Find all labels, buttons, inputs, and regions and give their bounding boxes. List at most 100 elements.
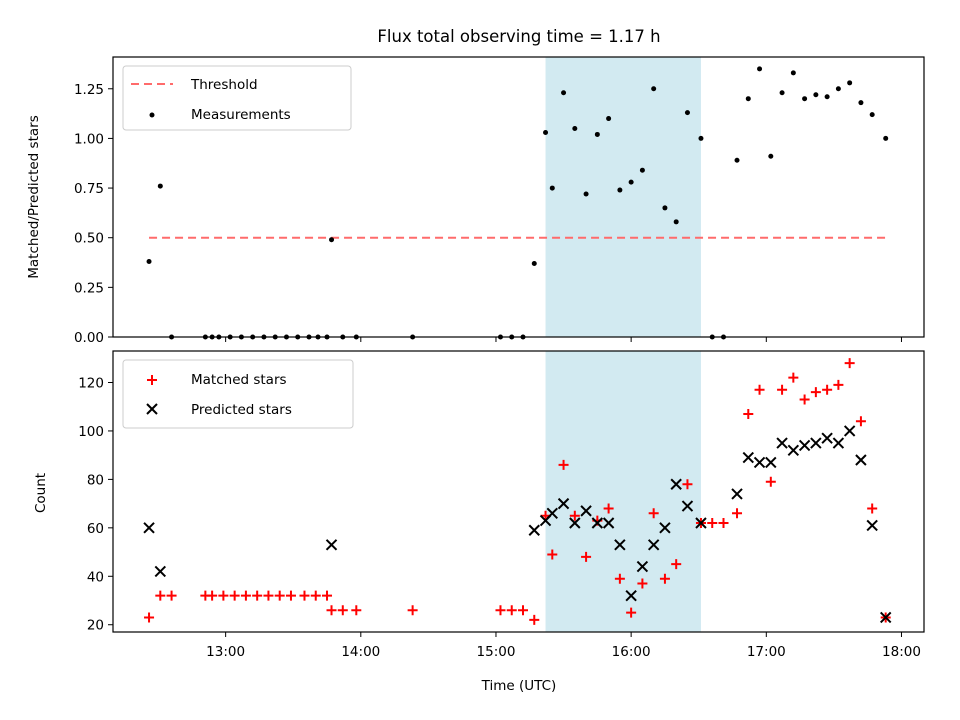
predicted-star-point [742,451,754,464]
matched-star-point [648,508,659,519]
top-x-ticks [225,337,902,342]
top-y-axis-label: Matched/Predicted stars [26,115,42,278]
matched-star-point [855,416,866,427]
legend-matched-swatch [147,375,157,385]
top-ytick-label: 0.00 [74,330,104,346]
matched-star-point [637,578,648,589]
matched-star-point [155,590,166,601]
bottom-legend: Matched stars Predicted stars [122,359,354,429]
bottom-x-axis: 13:00 14:00 15:00 16:00 17:00 18:00 [206,632,921,660]
legend-measurements-swatch [149,112,155,118]
matched-star-point [166,590,177,601]
matched-star-point [707,517,718,528]
bottom-shaded-interval [545,351,701,632]
bottom-ytick-label: 100 [78,424,104,440]
legend-predicted-label: Predicted stars [191,402,292,418]
matched-star-point [659,573,670,584]
measurement-point [673,219,679,225]
bottom-xtick-label: 17:00 [747,644,786,660]
bottom-plot-frame [112,350,925,633]
legend-matched-label: Matched stars [191,372,287,388]
measurements-series [146,66,889,340]
predicted-star-point [753,456,766,469]
predicted-star-point [787,444,800,457]
measurement-point [824,94,830,100]
predicted-star-point [731,488,743,500]
bottom-x-axis-label: Time (UTC) [481,678,557,694]
bottom-y-axis-label: Count [33,473,49,513]
matched-star-point [240,590,251,601]
predicted-star-point [647,539,660,551]
matched-star-point [207,590,218,601]
predicted-star-point [602,517,615,529]
matched-star-point [569,510,580,521]
bottom-y-axis: 20 40 60 80 100 120 [78,375,113,634]
matched-star-point [581,551,592,562]
measurement-point [847,80,853,86]
matched-star-point [285,590,296,601]
measurement-point [662,205,668,211]
measurement-point [594,131,600,137]
predicted-star-point [832,437,845,449]
matched-star-point [558,459,569,470]
legend-predicted-swatch [146,403,158,415]
predicted-star-point [580,505,592,517]
measurement-point [790,70,796,76]
matched-star-point [351,605,362,616]
measurement-point [745,96,751,102]
top-plot-frame [112,56,925,338]
bottom-ytick-label: 60 [87,521,104,537]
matched-star-point [833,379,844,390]
top-y-axis: 0.00 0.25 0.50 0.75 1.00 1.25 [74,82,113,346]
measurement-point [628,179,634,185]
matched-star-point [732,508,743,519]
predicted-star-point [325,539,338,551]
predicted-stars-series [143,425,892,624]
predicted-star-point [843,425,856,437]
measurement-point [329,237,335,243]
predicted-star-point [670,478,682,490]
matched-star-point [682,479,693,490]
matched-star-point [263,590,274,601]
measurement-point [883,135,889,141]
matched-star-point [274,590,285,601]
top-ytick-label: 0.50 [74,231,104,247]
matched-star-point [299,590,310,601]
matched-star-point [337,605,348,616]
predicted-star-point [765,456,777,469]
bottom-xtick-label: 16:00 [612,644,651,660]
top-ytick-label: 1.25 [74,82,104,98]
legend-threshold-label: Threshold [190,77,258,93]
measurement-point [146,259,152,265]
matched-star-point [754,384,765,395]
predicted-star-point [591,517,604,529]
measurement-point [606,116,612,122]
predicted-star-point [528,524,540,536]
bottom-panel: 20 40 60 80 100 120 13:00 14:00 15:00 16:00 17:00… [33,350,925,694]
matched-star-point [777,384,788,395]
matched-star-point [529,614,540,625]
measurement-point [531,261,537,267]
matched-star-point [765,476,776,487]
measurement-point [835,86,841,92]
predicted-star-point [636,560,649,573]
predicted-star-point [879,611,892,624]
predicted-star-point [659,522,671,534]
predicted-star-point [569,517,581,529]
matched-star-point [844,358,855,369]
measurement-point [869,112,875,118]
top-chart-title: Flux total observing time = 1.17 h [377,27,660,46]
predicted-star-point [798,439,811,452]
bottom-legend-box [122,359,354,429]
measurement-point [572,125,578,131]
top-shaded-interval [545,57,701,337]
matched-star-point [810,387,821,398]
bottom-xtick-label: 14:00 [341,644,380,660]
measurement-point [858,100,864,106]
matched-star-point [407,605,418,616]
matched-star-point [547,549,558,560]
measurement-point [813,92,819,98]
matched-star-point [718,517,729,528]
predicted-star-point [855,454,867,466]
legend-measurements-label: Measurements [191,107,291,123]
